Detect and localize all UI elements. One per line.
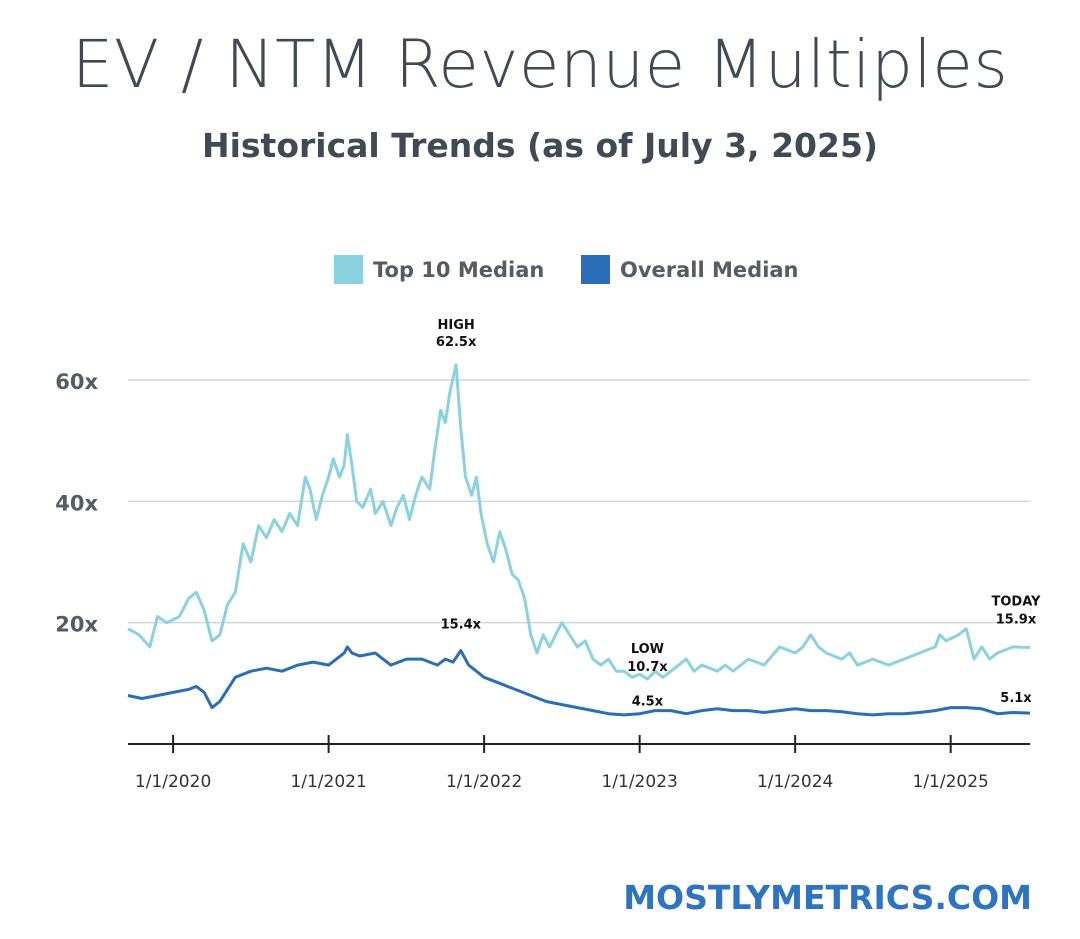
y-tick-label: 60x [55, 370, 98, 394]
chart-subtitle: Historical Trends (as of July 3, 2025) [201, 126, 879, 165]
x-tick-label: 1/1/2021 [290, 772, 366, 792]
x-tick-label: 1/1/2020 [135, 772, 211, 792]
chart-legend: Top 10 Median Overall Median [334, 255, 799, 284]
brand-logo-text[interactable]: MOSTLYMETRICS.COM [623, 878, 1032, 917]
annotation-label: LOW [631, 642, 664, 657]
y-tick-label: 40x [55, 491, 98, 515]
gridlines [128, 379, 1030, 624]
annotation-label: HIGH [438, 318, 475, 333]
x-tick-label: 1/1/2024 [757, 772, 833, 792]
annotations: HIGH 62.5x 15.4x LOW 10.7x 4.5x TODAY 15.9x 5.1x [436, 318, 1041, 710]
x-tick-label: 1/1/2023 [601, 772, 677, 792]
series-group [127, 363, 1031, 717]
series-line-overall [127, 645, 1031, 717]
series-line-top10 [127, 363, 1031, 681]
annotation-label: 15.4x [441, 618, 482, 633]
y-axis: 20x 40x 60x [55, 370, 98, 637]
legend-label-2: Overall Median [620, 258, 799, 282]
annotation-label: 10.7x [627, 660, 668, 675]
annotation-label: 5.1x [1000, 691, 1032, 706]
y-tick-label: 20x [55, 613, 98, 637]
chart-title: EV / NTM Revenue Multiples [71, 26, 1009, 103]
annotation-label: 62.5x [436, 335, 477, 350]
legend-swatch-1 [334, 255, 363, 284]
legend-label-1: Top 10 Median [373, 258, 544, 282]
x-axis: 1/1/2020 1/1/2021 1/1/2022 1/1/2023 1/1/2024… [128, 735, 1030, 792]
line-chart: Top 10 Median Overall Median 20x 40x 60x 1/… [55, 255, 1041, 792]
annotation-label: TODAY [992, 595, 1042, 610]
annotation-label: 15.9x [996, 613, 1037, 628]
annotation-label: 4.5x [632, 695, 664, 710]
legend-swatch-2 [581, 255, 610, 284]
x-tick-label: 1/1/2022 [446, 772, 522, 792]
x-tick-label: 1/1/2025 [913, 772, 989, 792]
